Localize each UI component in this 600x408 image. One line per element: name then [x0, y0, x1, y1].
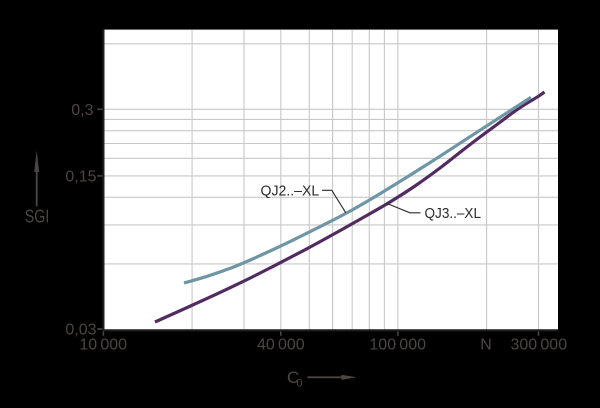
- svg-text:0,3: 0,3: [71, 102, 93, 119]
- svg-text:100 000: 100 000: [369, 337, 426, 354]
- svg-text:10 000: 10 000: [79, 337, 127, 354]
- svg-text:0,15: 0,15: [65, 169, 96, 186]
- svg-text:0: 0: [297, 378, 303, 390]
- svg-text:QJ2..–XL: QJ2..–XL: [261, 183, 320, 200]
- svg-text:300 000: 300 000: [511, 337, 568, 354]
- svg-text:C: C: [287, 368, 299, 387]
- svg-text:QJ3..–XL: QJ3..–XL: [425, 205, 482, 222]
- svg-text:40 000: 40 000: [257, 337, 305, 354]
- svg-text:SGI: SGI: [25, 207, 50, 227]
- svg-text:0,03: 0,03: [65, 322, 96, 339]
- svg-text:N: N: [480, 337, 492, 354]
